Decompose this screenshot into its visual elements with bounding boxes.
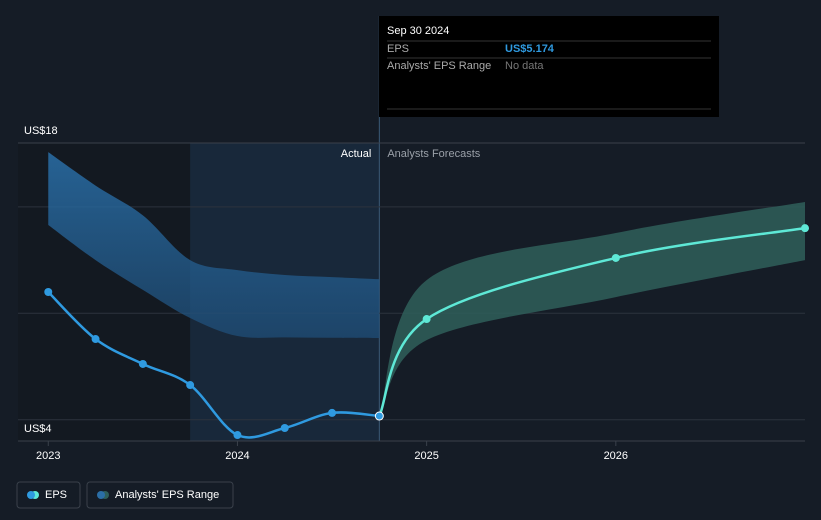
eps-point	[611, 253, 620, 262]
y-tick-label: US$18	[24, 125, 58, 137]
eps-point	[233, 431, 242, 440]
eps-point	[91, 335, 100, 344]
range-band	[379, 201, 805, 417]
region-label: Analysts Forecasts	[387, 148, 480, 160]
tooltip-date: Sep 30 2024	[387, 25, 449, 37]
eps-point	[138, 359, 147, 368]
legend-label[interactable]: Analysts' EPS Range	[115, 489, 219, 501]
legend-swatch[interactable]	[97, 491, 105, 499]
tooltip: Sep 30 2024 EPS US$5.174 Analysts' EPS R…	[379, 16, 719, 117]
tooltip-value: No data	[505, 60, 544, 72]
legend-swatch[interactable]	[27, 491, 35, 499]
x-tick-label: 2025	[414, 450, 438, 462]
eps-point	[422, 315, 431, 324]
tooltip-box	[379, 16, 719, 117]
y-tick-label: US$4	[24, 423, 52, 435]
region-label: Actual	[341, 148, 372, 160]
eps-point	[328, 408, 337, 417]
tooltip-label: Analysts' EPS Range	[387, 60, 491, 72]
x-tick-label: 2026	[604, 450, 628, 462]
eps-point	[44, 288, 53, 296]
legend-box[interactable]	[16, 481, 81, 509]
tooltip-value: US$5.174	[505, 43, 555, 55]
x-tick-label: 2024	[225, 450, 249, 462]
legend-item[interactable]: Analysts' EPS Range	[86, 481, 234, 509]
range-band	[48, 152, 380, 338]
legend-label[interactable]: EPS	[45, 489, 67, 501]
eps-point	[374, 411, 384, 421]
eps-line	[378, 226, 806, 417]
legend-box[interactable]	[86, 481, 234, 509]
x-tick-label: 2023	[36, 450, 60, 462]
legend-item[interactable]: EPS	[16, 481, 81, 509]
eps-point	[280, 424, 289, 433]
eps-point	[801, 224, 809, 233]
tooltip-label: EPS	[387, 43, 409, 55]
eps-point	[186, 381, 195, 390]
